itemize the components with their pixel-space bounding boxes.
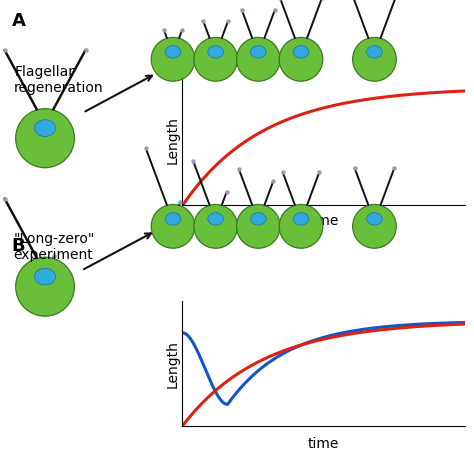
Ellipse shape (151, 205, 195, 249)
Y-axis label: Length: Length (166, 339, 180, 388)
Ellipse shape (35, 269, 55, 285)
Ellipse shape (366, 213, 383, 225)
Ellipse shape (208, 213, 224, 225)
Ellipse shape (35, 120, 55, 137)
Text: B: B (12, 236, 26, 254)
Text: "Long-zero"
experiment: "Long-zero" experiment (13, 232, 95, 262)
Text: Flagellar
regeneration: Flagellar regeneration (14, 65, 104, 95)
Ellipse shape (151, 38, 195, 82)
Ellipse shape (165, 47, 181, 59)
Ellipse shape (250, 47, 266, 59)
Ellipse shape (16, 257, 74, 317)
Ellipse shape (194, 205, 237, 249)
Ellipse shape (16, 109, 74, 169)
Ellipse shape (237, 38, 280, 82)
Ellipse shape (353, 38, 396, 82)
X-axis label: time: time (308, 436, 339, 450)
Ellipse shape (279, 38, 323, 82)
Ellipse shape (165, 213, 181, 225)
Ellipse shape (237, 205, 280, 249)
Ellipse shape (279, 205, 323, 249)
Y-axis label: Length: Length (166, 116, 180, 164)
X-axis label: time: time (308, 214, 339, 228)
Ellipse shape (293, 47, 309, 59)
Ellipse shape (366, 47, 383, 59)
Ellipse shape (194, 38, 237, 82)
Ellipse shape (208, 47, 224, 59)
Text: A: A (12, 12, 26, 30)
Ellipse shape (250, 213, 266, 225)
Ellipse shape (353, 205, 396, 249)
Ellipse shape (293, 213, 309, 225)
